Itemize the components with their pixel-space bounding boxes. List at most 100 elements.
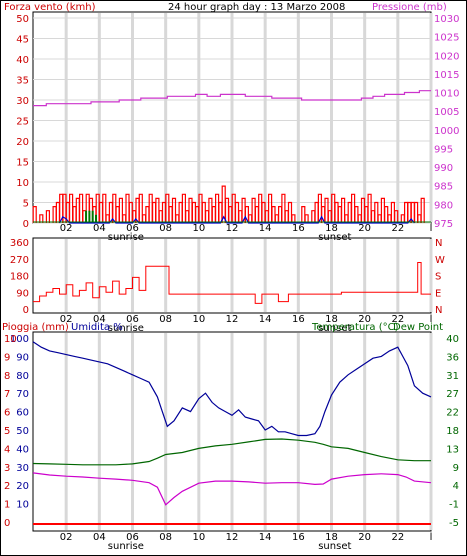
temperature-axis-tick: 13 [446, 444, 459, 455]
hour-tick-label: 16 [292, 532, 305, 543]
hour-tick-label: 14 [259, 223, 272, 234]
humidity-axis-tick: 20 [16, 481, 29, 492]
wind-axis-tick: 20 [16, 137, 29, 148]
pressure-axis-tick: 1000 [434, 126, 459, 137]
sunset-label: sunset [318, 323, 351, 334]
rain-axis-tick: 7 [4, 389, 10, 400]
rain-axis-tick: 6 [4, 408, 10, 419]
wind-speed-bar [420, 197, 425, 223]
wind-speed-bar [291, 214, 296, 223]
rain-axis-tick: 4 [4, 444, 10, 455]
hour-tick-label: 14 [259, 314, 272, 325]
wind-speed-bar [394, 210, 399, 223]
temperature-axis-tick: 4 [453, 481, 459, 492]
compass-tick: N [435, 238, 442, 249]
rain-axis-tick: 9 [4, 352, 10, 363]
humidity-axis-tick: 10 [16, 500, 29, 511]
rain-axis-tick: 10 [4, 334, 17, 345]
hour-tick-label: l [430, 532, 433, 543]
hour-tick-label: 10 [192, 532, 205, 543]
direction-axis-tick: 270 [10, 255, 29, 266]
gust-blue-line [58, 215, 415, 224]
temperature-axis-tick: 31 [446, 371, 459, 382]
hour-tick-label: 02 [60, 223, 73, 234]
wind-speed-bar [45, 210, 50, 223]
humidity-axis-tick: 80 [16, 371, 29, 382]
pressure-axis-tick: 995 [434, 144, 453, 155]
hour-tick-label: 10 [192, 223, 205, 234]
hour-tick-label: 16 [292, 314, 305, 325]
hour-tick-label: 02 [60, 532, 73, 543]
wind-speed-bar [102, 193, 107, 223]
climate-chart: 102030405060708090100012345678910-5-1491… [4, 333, 459, 552]
hour-tick-label: 22 [391, 223, 404, 234]
hour-tick-label: 12 [226, 314, 239, 325]
dew-point-title: Dew Point [393, 322, 443, 333]
wind-axis-tick: 25 [16, 117, 29, 128]
temperature-axis-tick: -5 [449, 518, 459, 529]
compass-tick: E [435, 288, 441, 299]
direction-axis-tick: 90 [16, 288, 29, 299]
rain-axis-tick: 3 [4, 463, 10, 474]
hour-tick-label: 08 [159, 223, 172, 234]
hour-tick-label: 04 [93, 532, 106, 543]
compass-tick: N [435, 305, 442, 316]
wind-chart: 0510152025303540455097598098599099510001… [16, 13, 459, 243]
pressure-axis-tick: 1025 [434, 33, 459, 44]
pressure-axis-tick: 1020 [434, 51, 459, 62]
humidity-axis-tick: 50 [16, 426, 29, 437]
temperature-title: Temperatura (°C) [311, 322, 399, 333]
pressure-axis-tick: 990 [434, 163, 453, 174]
hour-tick-label: 14 [259, 532, 272, 543]
wind-axis-tick: 35 [16, 76, 29, 87]
humidity-axis-tick: 60 [16, 408, 29, 419]
hour-tick-label: 06 [126, 314, 139, 325]
wind-speed-bar [341, 197, 346, 223]
temperature-axis-tick: 18 [446, 426, 459, 437]
hour-tick-label: 10 [192, 314, 205, 325]
temperature-axis-tick: 9 [453, 463, 459, 474]
hour-tick-label: 22 [391, 314, 404, 325]
compass-tick: S [435, 272, 441, 283]
dew-point-line [32, 472, 432, 506]
pressure-axis-tick: 1015 [434, 70, 459, 81]
rain-axis-tick: 5 [4, 426, 10, 437]
hour-tick-label: 06 [126, 223, 139, 234]
humidity-axis-tick: 40 [16, 444, 29, 455]
hour-tick-label: 20 [358, 223, 371, 234]
pressure-line [33, 90, 431, 107]
rain-title: Pioggia (mm) [2, 322, 69, 333]
temperature-axis-tick: 22 [446, 408, 459, 419]
rain-axis-tick: 1 [4, 500, 10, 511]
hour-tick-label: 04 [93, 223, 106, 234]
sunset-label: sunset [318, 541, 351, 552]
wind-speed-bar [171, 197, 177, 223]
hour-tick-label: 20 [358, 532, 371, 543]
rain-axis-tick: 0 [4, 518, 10, 529]
hour-tick-label: 16 [292, 223, 305, 234]
wind-axis-tick: 50 [16, 14, 29, 25]
hour-tick-label: 06 [126, 532, 139, 543]
wind-axis-tick: 15 [16, 158, 29, 169]
hour-tick-label: l [430, 223, 433, 234]
wind-axis-tick: 40 [16, 55, 29, 66]
temperature-axis-tick: -1 [449, 500, 459, 511]
hour-tick-label: 08 [159, 314, 172, 325]
hour-tick-label: 18 [325, 223, 338, 234]
temperature-line [32, 438, 431, 466]
sunrise-label: sunrise [108, 323, 144, 334]
wind-speed-bar [118, 197, 123, 223]
compass-tick: W [435, 255, 445, 266]
hour-tick-label: 02 [60, 314, 73, 325]
temperature-axis-tick: 27 [446, 389, 459, 400]
direction-axis-tick: 180 [10, 272, 29, 283]
hour-tick-label: 20 [358, 314, 371, 325]
direction-axis-tick: 360 [10, 238, 29, 249]
temperature-axis-tick: 40 [446, 334, 459, 345]
hour-tick-label: 12 [226, 532, 239, 543]
humidity-axis-tick: 70 [16, 389, 29, 400]
hour-tick-label: 18 [325, 314, 338, 325]
wind-axis-tick: 0 [23, 219, 29, 230]
